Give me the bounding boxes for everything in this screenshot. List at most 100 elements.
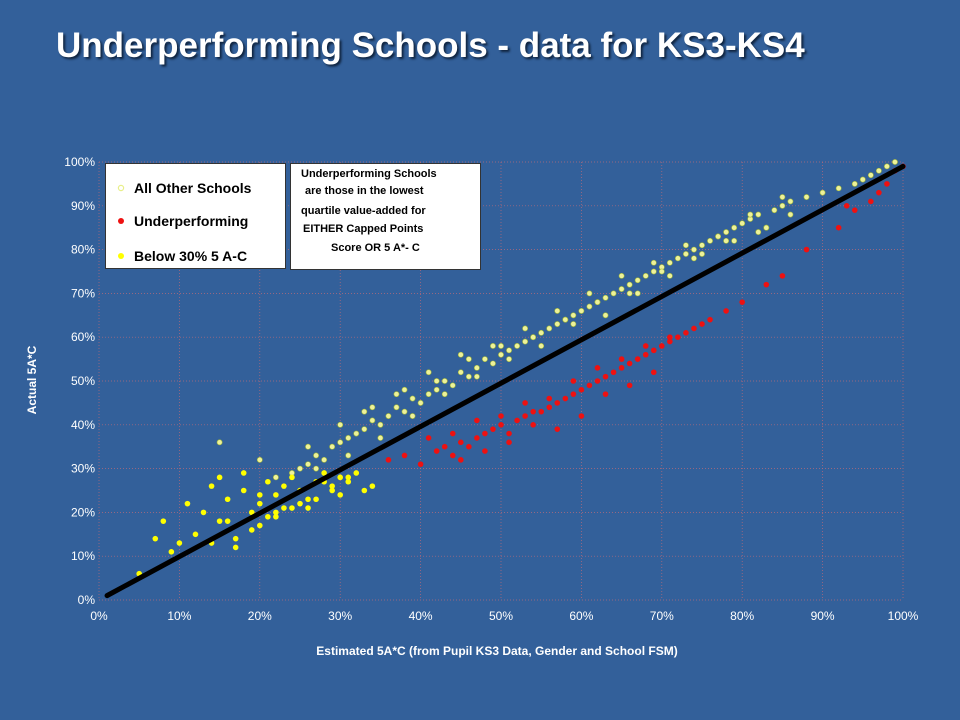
point-all-other [763, 224, 770, 231]
point-all-other [457, 369, 464, 376]
point-all-other [739, 220, 746, 227]
x-tick-label: 70% [650, 609, 674, 623]
point-all-other [417, 399, 424, 406]
point-all-other [771, 207, 778, 214]
y-tick-label: 50% [71, 374, 95, 388]
y-axis-title: Actual 5A*C [25, 345, 39, 414]
point-all-other [393, 391, 400, 398]
point-all-other [787, 198, 794, 205]
point-all-other [715, 233, 721, 240]
point-all-other [337, 421, 344, 428]
point-underperforming [562, 395, 569, 402]
point-all-other [321, 456, 328, 463]
point-all-other [433, 386, 440, 393]
y-tick-label: 20% [71, 505, 95, 519]
point-all-other [610, 290, 617, 297]
point-underperforming [522, 413, 528, 419]
point-underperforming [578, 386, 585, 393]
point-below-30 [224, 518, 231, 524]
point-below-30 [273, 509, 279, 516]
point-below-30 [224, 496, 231, 503]
point-all-other [731, 224, 738, 231]
point-all-other [441, 378, 448, 384]
point-all-other [506, 347, 512, 354]
page-title: Underperforming Schools - data for KS3-K… [56, 26, 805, 65]
point-all-other [313, 452, 319, 459]
point-below-30 [257, 522, 263, 529]
point-all-other [490, 360, 496, 367]
point-below-30 [321, 470, 327, 476]
point-below-30 [257, 500, 263, 507]
point-below-30 [337, 492, 344, 498]
note-line: Score OR 5 A*- C [331, 242, 420, 254]
point-underperforming [707, 316, 713, 323]
point-all-other [256, 456, 263, 463]
point-all-other [506, 356, 512, 362]
point-underperforming [650, 347, 657, 354]
point-underperforming [514, 417, 520, 424]
point-underperforming [449, 430, 456, 437]
point-below-30 [216, 474, 223, 481]
point-all-other [691, 246, 697, 253]
point-all-other [385, 413, 392, 419]
legend-item-below-30: Below 30% 5 A-C [106, 246, 287, 266]
point-below-30 [265, 478, 271, 485]
point-all-other [859, 176, 866, 183]
point-underperforming [642, 351, 649, 358]
point-underperforming [417, 461, 424, 468]
point-below-30 [305, 496, 311, 503]
point-underperforming [763, 281, 770, 288]
definition-note: Underperforming Schools are those in the… [290, 163, 481, 270]
point-underperforming [498, 413, 504, 419]
x-tick-label: 30% [328, 609, 352, 623]
point-below-30 [160, 518, 167, 524]
y-tick-label: 70% [71, 286, 95, 300]
point-all-other [707, 237, 713, 244]
point-below-30 [273, 513, 279, 520]
point-all-other [345, 435, 352, 441]
point-underperforming [441, 443, 448, 450]
point-all-other [892, 159, 898, 165]
point-all-other [666, 259, 673, 266]
point-underperforming [522, 400, 528, 406]
point-underperforming [610, 369, 617, 376]
point-all-other [562, 316, 569, 323]
x-tick-label: 60% [569, 609, 593, 623]
point-all-other [473, 364, 480, 371]
point-all-other [425, 391, 432, 398]
point-all-other [482, 356, 488, 362]
point-below-30 [240, 487, 247, 494]
point-underperforming [739, 299, 745, 305]
point-below-30 [208, 483, 215, 489]
point-underperforming [723, 308, 729, 314]
y-tick-label: 100% [64, 155, 95, 169]
point-all-other [361, 426, 368, 433]
point-underperforming [474, 435, 480, 441]
point-underperforming [458, 457, 464, 463]
point-all-other [803, 194, 810, 200]
point-below-30 [329, 483, 335, 489]
point-underperforming [506, 439, 512, 446]
x-tick-label: 20% [248, 609, 272, 623]
hollow-circle-icon [117, 184, 125, 192]
y-tick-label: 60% [71, 330, 95, 344]
point-all-other [819, 189, 826, 196]
point-all-other [530, 334, 537, 341]
point-all-other [425, 369, 432, 376]
point-all-other [449, 382, 456, 389]
point-all-other [546, 325, 553, 332]
point-underperforming [554, 426, 561, 432]
point-underperforming [618, 365, 625, 371]
point-below-30 [353, 470, 360, 476]
point-below-30 [345, 478, 352, 485]
point-below-30 [273, 492, 279, 498]
point-underperforming [546, 404, 553, 411]
point-underperforming [675, 334, 681, 341]
point-all-other [723, 237, 730, 244]
x-tick-label: 50% [489, 609, 513, 623]
yellow-dot-icon [118, 253, 124, 259]
point-all-other [345, 452, 352, 459]
x-tick-label: 100% [888, 609, 919, 623]
point-below-30 [168, 549, 175, 555]
point-underperforming [490, 426, 496, 432]
